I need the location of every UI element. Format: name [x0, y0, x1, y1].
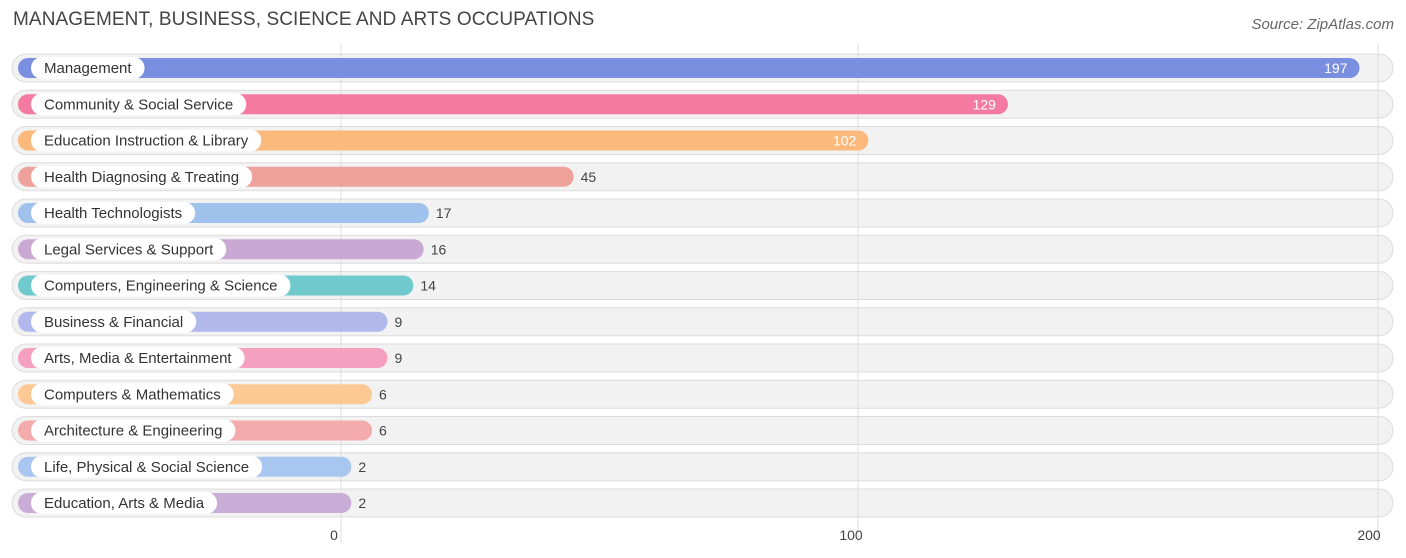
x-tick-label: 200 — [1357, 527, 1381, 543]
category-label-pill — [31, 383, 234, 406]
value-label: 102 — [833, 133, 857, 149]
value-label: 17 — [436, 205, 452, 221]
category-label: Computers & Mathematics — [44, 386, 221, 403]
value-label: 197 — [1324, 60, 1348, 76]
x-axis-ticks: 0 100 200 — [330, 527, 1381, 543]
category-label: Management — [44, 60, 132, 77]
category-label: Business & Financial — [44, 314, 183, 331]
x-tick-label: 0 — [330, 527, 338, 543]
category-label: Life, Physical & Social Science — [44, 459, 249, 476]
value-labels: 197 129 102 45 17 16 14 9 9 6 6 2 2 — [358, 60, 1347, 511]
category-label-pill — [31, 129, 262, 152]
category-label-pill — [31, 419, 236, 442]
category-label: Community & Social Service — [44, 96, 233, 113]
category-label-pill — [31, 310, 197, 333]
category-label-pill — [31, 57, 145, 79]
category-label: Education Instruction & Library — [44, 133, 249, 150]
chart-title: MANAGEMENT, BUSINESS, SCIENCE AND ARTS O… — [13, 9, 595, 30]
value-label: 9 — [395, 350, 403, 366]
category-label-pill — [31, 202, 196, 224]
value-label: 2 — [358, 459, 366, 475]
category-label-pill — [31, 93, 247, 116]
category-label: Computers, Engineering & Science — [44, 278, 277, 295]
category-label-pill — [31, 238, 227, 261]
category-label: Health Technologists — [44, 205, 182, 222]
category-label: Legal Services & Support — [44, 241, 214, 258]
value-label: 2 — [358, 495, 366, 511]
category-label: Health Diagnosing & Treating — [44, 169, 239, 186]
category-label-pill — [31, 274, 291, 297]
category-label-pill — [31, 347, 245, 369]
category-label: Arts, Media & Entertainment — [44, 350, 232, 367]
bar — [18, 58, 1360, 78]
row-background — [11, 488, 1394, 518]
value-label: 45 — [581, 169, 597, 185]
category-label-pill — [31, 492, 218, 514]
source-note: Source: ZipAtlas.com — [1251, 16, 1394, 33]
category-label-pill — [31, 165, 253, 188]
category-label-pill — [31, 455, 263, 478]
value-label: 129 — [973, 96, 997, 112]
row-background — [11, 452, 1394, 482]
value-label: 6 — [379, 423, 387, 439]
value-label: 9 — [395, 314, 403, 330]
bar — [18, 94, 1008, 115]
value-label: 14 — [420, 278, 436, 294]
value-label: 16 — [431, 241, 447, 257]
value-label: 6 — [379, 386, 387, 402]
category-labels: Management Community & Social Service Educ… — [31, 57, 291, 514]
bars — [18, 58, 1360, 513]
x-tick-label: 100 — [839, 527, 863, 543]
category-label: Education, Arts & Media — [44, 495, 205, 512]
category-label: Architecture & Engineering — [44, 423, 222, 440]
